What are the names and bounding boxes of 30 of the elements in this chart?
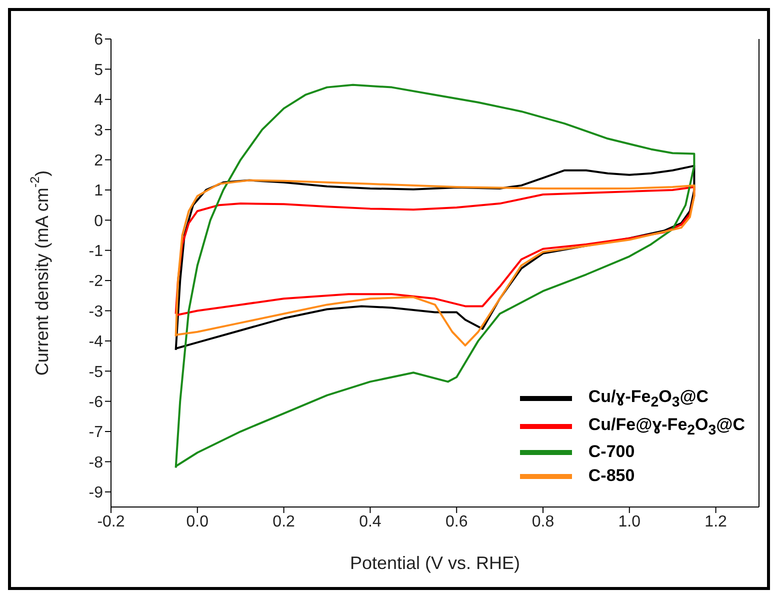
x-tick-label: 1.0 [618, 513, 641, 530]
y-tick-label: 1 [94, 182, 104, 200]
x-tick-label: 0.0 [186, 513, 209, 530]
y-tick-label: -4 [88, 334, 104, 351]
x-tick-label: 0.4 [359, 513, 382, 530]
y-tick-label: 0 [94, 212, 104, 230]
y-tick-label: -3 [88, 303, 104, 320]
y-tick-label: 4 [94, 92, 104, 110]
y-tick-label: -5 [88, 364, 104, 381]
y-tick-label: -1 [88, 243, 104, 260]
y-tick-label: 2 [94, 152, 104, 170]
x-axis-title: Potential (V vs. RHE) [350, 553, 520, 573]
line-series [174, 186, 696, 316]
y-tick-label: -6 [88, 394, 104, 412]
y-tick-label: -7 [88, 424, 104, 442]
legend-label: C-700 [588, 442, 635, 462]
y-tick-label: 5 [94, 62, 104, 79]
x-tick-label: -0.2 [97, 513, 125, 530]
y-tick-label: -9 [88, 484, 104, 502]
y-tick-label: 6 [94, 32, 104, 49]
x-tick-label: 0.2 [272, 513, 296, 530]
legend-label: Cu/ɣ-Fe$_{2}$O$_{3}$@C [588, 387, 709, 411]
legend-label: C-850 [588, 466, 635, 486]
x-tick-label: 0.8 [532, 513, 554, 530]
x-tick-label: 0.6 [445, 513, 468, 530]
y-tick-label: -8 [88, 454, 104, 472]
x-tick-label: 1.2 [704, 513, 728, 530]
y-tick-label: -2 [88, 273, 104, 290]
y-tick-label: 3 [94, 122, 104, 140]
legend-label: Cu/Fe@ɣ-Fe$_{2}$O$_{3}$@C [588, 414, 745, 438]
